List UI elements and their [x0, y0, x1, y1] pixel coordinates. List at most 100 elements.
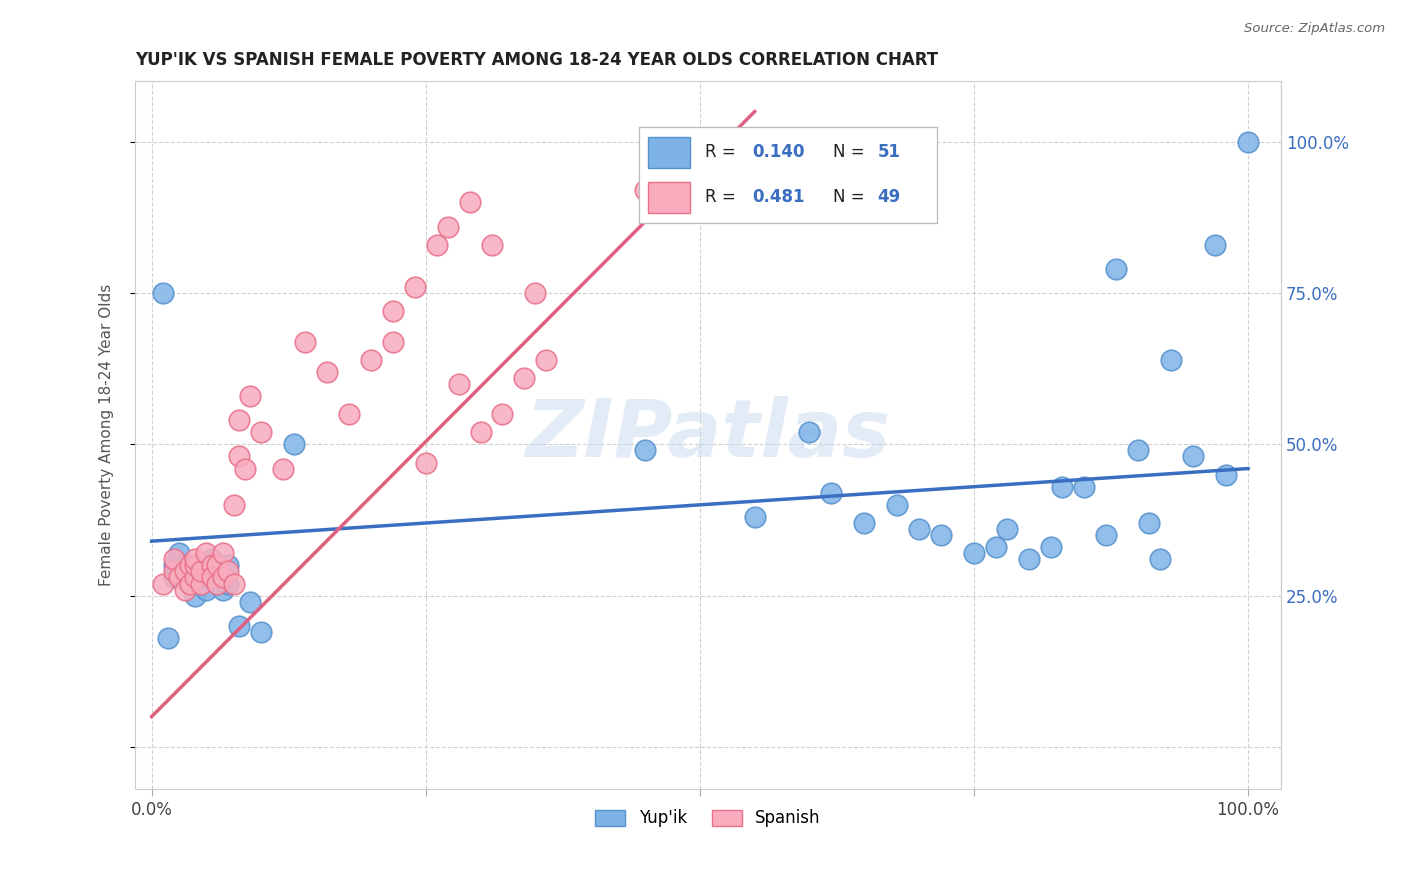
Point — [167, 546, 190, 560]
Point — [634, 443, 657, 458]
Point — [190, 576, 212, 591]
Point — [201, 570, 224, 584]
Point — [190, 565, 212, 579]
Point — [744, 153, 766, 167]
Point — [294, 334, 316, 349]
Point — [162, 565, 184, 579]
Point — [190, 570, 212, 584]
Point — [513, 371, 536, 385]
Point — [217, 576, 239, 591]
Point — [173, 565, 195, 579]
Point — [1237, 135, 1260, 149]
Text: Source: ZipAtlas.com: Source: ZipAtlas.com — [1244, 22, 1385, 36]
Point — [1050, 480, 1073, 494]
Point — [184, 558, 207, 573]
Point — [1073, 480, 1095, 494]
Point — [239, 389, 262, 403]
Point — [201, 558, 224, 573]
Point — [212, 582, 235, 597]
Point — [316, 365, 339, 379]
Point — [212, 546, 235, 560]
Point — [491, 407, 513, 421]
Point — [152, 576, 174, 591]
Point — [179, 576, 201, 591]
Point — [1128, 443, 1150, 458]
Point — [1215, 467, 1237, 482]
Point — [481, 237, 503, 252]
Point — [1137, 516, 1160, 530]
Point — [886, 498, 908, 512]
Point — [167, 570, 190, 584]
Point — [201, 552, 224, 566]
Point — [744, 510, 766, 524]
Point — [195, 570, 218, 584]
Point — [228, 619, 250, 633]
Point — [634, 183, 657, 197]
Point — [190, 576, 212, 591]
Point — [799, 425, 821, 440]
Point — [184, 552, 207, 566]
Point — [222, 498, 245, 512]
Point — [179, 576, 201, 591]
Point — [195, 546, 218, 560]
Point — [179, 565, 201, 579]
Point — [381, 304, 404, 318]
Point — [283, 437, 305, 451]
Point — [162, 570, 184, 584]
Point — [381, 334, 404, 349]
Point — [853, 516, 876, 530]
Point — [233, 461, 256, 475]
Point — [217, 558, 239, 573]
Point — [152, 286, 174, 301]
Point — [228, 413, 250, 427]
Point — [207, 576, 229, 591]
Point — [207, 558, 229, 573]
Point — [1160, 352, 1182, 367]
Point — [929, 528, 952, 542]
Point — [1094, 528, 1116, 542]
Point — [1105, 261, 1128, 276]
Text: ZIPatlas: ZIPatlas — [526, 396, 890, 475]
Point — [201, 565, 224, 579]
Point — [271, 461, 294, 475]
Point — [426, 237, 449, 252]
Point — [222, 576, 245, 591]
Point — [184, 558, 207, 573]
Point — [184, 570, 207, 584]
Point — [536, 352, 558, 367]
Point — [360, 352, 382, 367]
Point — [1018, 552, 1040, 566]
Point — [337, 407, 360, 421]
Point — [207, 558, 229, 573]
Point — [908, 522, 931, 536]
Point — [524, 286, 547, 301]
Point — [404, 280, 426, 294]
Point — [162, 552, 184, 566]
Point — [436, 219, 458, 234]
Point — [228, 450, 250, 464]
Point — [250, 624, 273, 639]
Point — [239, 595, 262, 609]
Point — [212, 570, 235, 584]
Point — [173, 558, 195, 573]
Point — [217, 565, 239, 579]
Point — [184, 589, 207, 603]
Point — [1204, 237, 1226, 252]
Legend: Yup'ik, Spanish: Yup'ik, Spanish — [589, 803, 828, 834]
Point — [1182, 450, 1205, 464]
Point — [195, 582, 218, 597]
Point — [470, 425, 492, 440]
Point — [212, 570, 235, 584]
Point — [1039, 540, 1062, 554]
Y-axis label: Female Poverty Among 18-24 Year Olds: Female Poverty Among 18-24 Year Olds — [100, 285, 114, 586]
Point — [162, 558, 184, 573]
Point — [415, 456, 437, 470]
Point — [963, 546, 986, 560]
Point — [995, 522, 1018, 536]
Point — [157, 631, 180, 645]
Point — [179, 558, 201, 573]
Text: YUP'IK VS SPANISH FEMALE POVERTY AMONG 18-24 YEAR OLDS CORRELATION CHART: YUP'IK VS SPANISH FEMALE POVERTY AMONG 1… — [135, 51, 938, 69]
Point — [207, 576, 229, 591]
Point — [984, 540, 1007, 554]
Point — [173, 582, 195, 597]
